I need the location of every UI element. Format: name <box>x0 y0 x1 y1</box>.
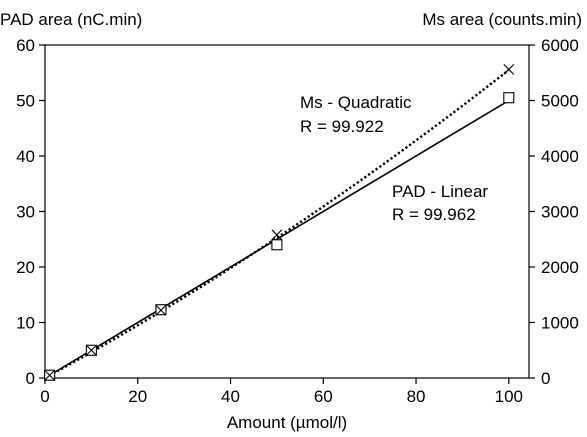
annotation-pad-line-2: R = 99.962 <box>392 205 476 224</box>
ms-point-x-3 <box>271 229 283 241</box>
ms-point-x-4 <box>503 64 515 75</box>
x-tick-label-0: 0 <box>40 387 49 406</box>
y-right-axis-title: Ms area (counts.min) <box>422 10 582 29</box>
y-right-tick-label-0: 0 <box>541 369 550 388</box>
x-tick-label-20: 20 <box>128 387 147 406</box>
ms-quadratic-fit-line <box>44 69 510 380</box>
annotation-ms-line-1: Ms - Quadratic <box>300 93 412 112</box>
y-left-tick-label-0: 0 <box>26 369 35 388</box>
x-axis: 0 20 40 60 80 100 <box>40 378 523 406</box>
pad-point-square-3 <box>271 239 283 251</box>
ms-point-x-2 <box>155 304 167 316</box>
y-right-tick-label-1000: 1000 <box>541 314 579 333</box>
x-tick-label-40: 40 <box>221 387 240 406</box>
pad-linear-fit-line <box>44 99 510 379</box>
x-tick-label-60: 60 <box>314 387 333 406</box>
y-right-tick-label-4000: 4000 <box>541 147 579 166</box>
y-right-axis: 0 1000 2000 3000 4000 5000 6000 <box>529 36 579 388</box>
y-left-tick-label-40: 40 <box>16 147 35 166</box>
annotation-pad: PAD - Linear R = 99.962 <box>392 182 488 224</box>
y-left-axis: 0 10 20 30 40 50 60 <box>16 36 45 388</box>
y-right-tick-label-2000: 2000 <box>541 258 579 277</box>
x-tick-label-80: 80 <box>407 387 426 406</box>
y-left-tick-label-50: 50 <box>16 92 35 111</box>
y-left-tick-label-20: 20 <box>16 258 35 277</box>
y-left-tick-label-30: 30 <box>16 203 35 222</box>
y-right-tick-label-3000: 3000 <box>541 203 579 222</box>
y-right-tick-label-5000: 5000 <box>541 92 579 111</box>
data-markers <box>44 64 515 381</box>
y-right-tick-label-6000: 6000 <box>541 36 579 55</box>
annotation-ms-line-2: R = 99.922 <box>300 117 384 136</box>
annotation-ms: Ms - Quadratic R = 99.922 <box>300 93 412 136</box>
pad-point-square-4 <box>503 92 515 104</box>
x-tick-label-100: 100 <box>495 387 523 406</box>
annotation-pad-line-1: PAD - Linear <box>392 182 488 201</box>
ms-point-x-1 <box>85 344 97 356</box>
y-left-tick-label-10: 10 <box>16 314 35 333</box>
x-axis-title: Amount (µmol/l) <box>227 413 347 432</box>
y-left-axis-title: PAD area (nC.min) <box>0 10 142 29</box>
fit-lines <box>44 69 510 380</box>
ms-point-x-0 <box>44 369 56 381</box>
y-left-tick-label-60: 60 <box>16 36 35 55</box>
